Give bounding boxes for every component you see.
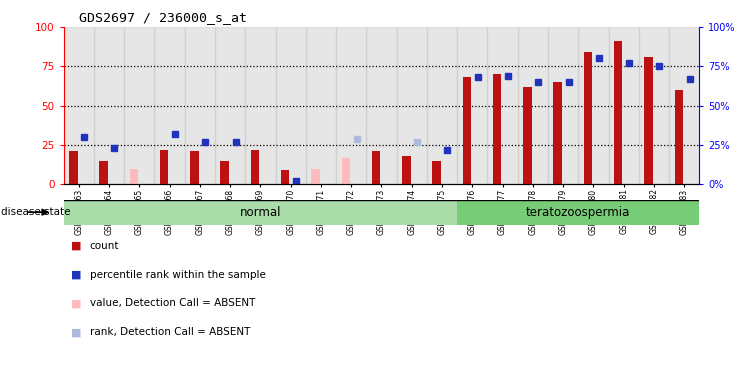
- Text: count: count: [90, 241, 119, 251]
- Bar: [554, 82, 562, 184]
- Text: percentile rank within the sample: percentile rank within the sample: [90, 270, 266, 280]
- Text: ■: ■: [71, 327, 82, 337]
- Bar: [311, 169, 319, 184]
- Bar: [578, 27, 609, 184]
- Bar: [367, 27, 396, 184]
- Bar: [245, 27, 275, 184]
- Bar: [523, 87, 532, 184]
- Bar: [493, 74, 501, 184]
- Bar: [639, 27, 669, 184]
- Bar: [609, 27, 639, 184]
- Bar: [462, 77, 471, 184]
- Bar: [69, 151, 78, 184]
- Bar: [342, 157, 350, 184]
- Bar: [94, 27, 124, 184]
- Bar: [221, 161, 229, 184]
- Bar: [190, 151, 199, 184]
- Text: ■: ■: [71, 270, 82, 280]
- Bar: [488, 27, 518, 184]
- Bar: [427, 27, 457, 184]
- Bar: [275, 27, 306, 184]
- Bar: [336, 27, 367, 184]
- Bar: [583, 52, 592, 184]
- Bar: [396, 27, 427, 184]
- Bar: [129, 169, 138, 184]
- Bar: [99, 161, 108, 184]
- Bar: [64, 27, 94, 184]
- Bar: [675, 90, 683, 184]
- Bar: [432, 161, 441, 184]
- Bar: [518, 27, 548, 184]
- Bar: [251, 150, 259, 184]
- Bar: [614, 41, 622, 184]
- Text: ■: ■: [71, 241, 82, 251]
- Bar: [124, 27, 154, 184]
- Text: normal: normal: [239, 206, 281, 218]
- Text: ■: ■: [71, 298, 82, 308]
- Bar: [644, 57, 653, 184]
- Bar: [372, 151, 380, 184]
- Bar: [457, 200, 699, 225]
- Text: disease state: disease state: [1, 207, 70, 217]
- Bar: [457, 27, 488, 184]
- Text: rank, Detection Call = ABSENT: rank, Detection Call = ABSENT: [90, 327, 250, 337]
- Text: teratozoospermia: teratozoospermia: [526, 206, 631, 218]
- Bar: [402, 156, 411, 184]
- Bar: [160, 150, 168, 184]
- Text: GDS2697 / 236000_s_at: GDS2697 / 236000_s_at: [79, 12, 247, 25]
- Bar: [154, 27, 185, 184]
- Bar: [669, 27, 699, 184]
- Bar: [64, 200, 457, 225]
- Bar: [306, 27, 336, 184]
- Text: value, Detection Call = ABSENT: value, Detection Call = ABSENT: [90, 298, 255, 308]
- Bar: [215, 27, 245, 184]
- Bar: [185, 27, 215, 184]
- Bar: [548, 27, 578, 184]
- Bar: [281, 170, 289, 184]
